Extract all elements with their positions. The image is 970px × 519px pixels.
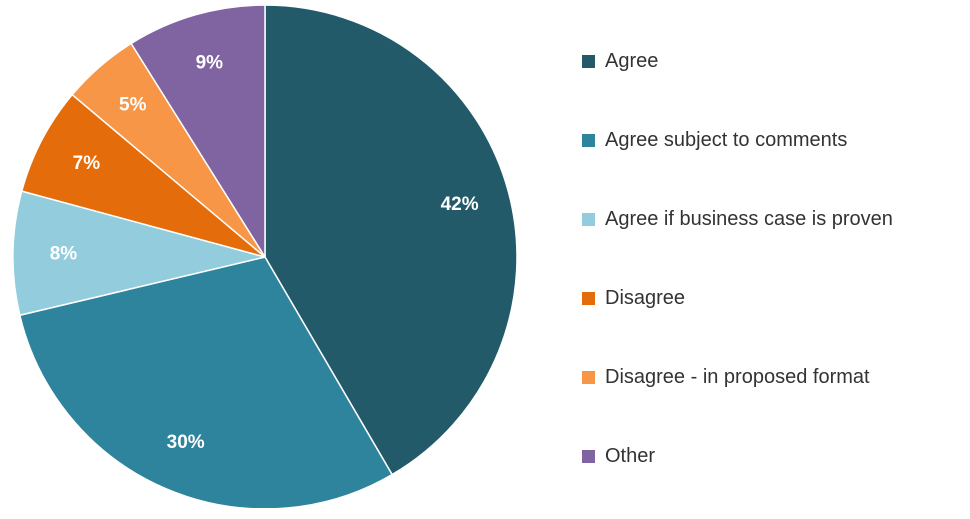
legend-item-agree-subject-to-comments: Agree subject to comments [582,123,893,157]
legend-label: Agree subject to comments [605,128,848,151]
legend-swatch [582,450,595,464]
legend-item-disagree-in-proposed-format: Disagree - in proposed format [582,361,893,395]
pie-slice-agree [264,4,518,476]
pie-slice-agree-subject-to-comments [18,256,394,508]
pie-slice-disagree [20,93,266,258]
legend-swatch [582,54,595,68]
legend-item-agree-if-business-case-is-proven: Agree if business case is proven [582,202,893,236]
legend-swatch [582,133,595,147]
legend-label: Agree [605,49,659,72]
legend-swatch [582,212,595,226]
data-label-disagree: 7% [73,153,101,174]
data-label-agree: 42% [441,194,479,215]
legend-label: Agree if business case is proven [605,207,893,230]
data-label-agree-subject-to-comments: 30% [167,432,205,453]
data-label-agree-if-business-case-is-proven: 8% [50,243,78,264]
legend-label: Other [605,445,656,468]
data-label-other: 9% [196,53,224,74]
pie-chart: 42% 30% 8% 7% 5% 9% [12,4,518,508]
pie-slices [12,4,518,508]
pie-data-labels: 42% 30% 8% 7% 5% 9% [50,53,479,453]
legend-swatch [582,371,595,385]
data-label-disagree-in-proposed-format: 5% [119,94,147,115]
legend-label: Disagree - in proposed format [605,366,870,389]
legend-item-disagree: Disagree [582,282,893,316]
legend-item-agree: Agree [582,44,893,78]
pie-slice-other [130,4,266,260]
legend-label: Disagree [605,287,686,310]
legend-swatch [582,292,595,306]
pie-slice-agree-if-business-case-is-proven [12,190,266,317]
legend-item-other: Other [582,440,893,474]
chart-legend: Agree Agree subject to comments Agree if b… [582,44,893,519]
